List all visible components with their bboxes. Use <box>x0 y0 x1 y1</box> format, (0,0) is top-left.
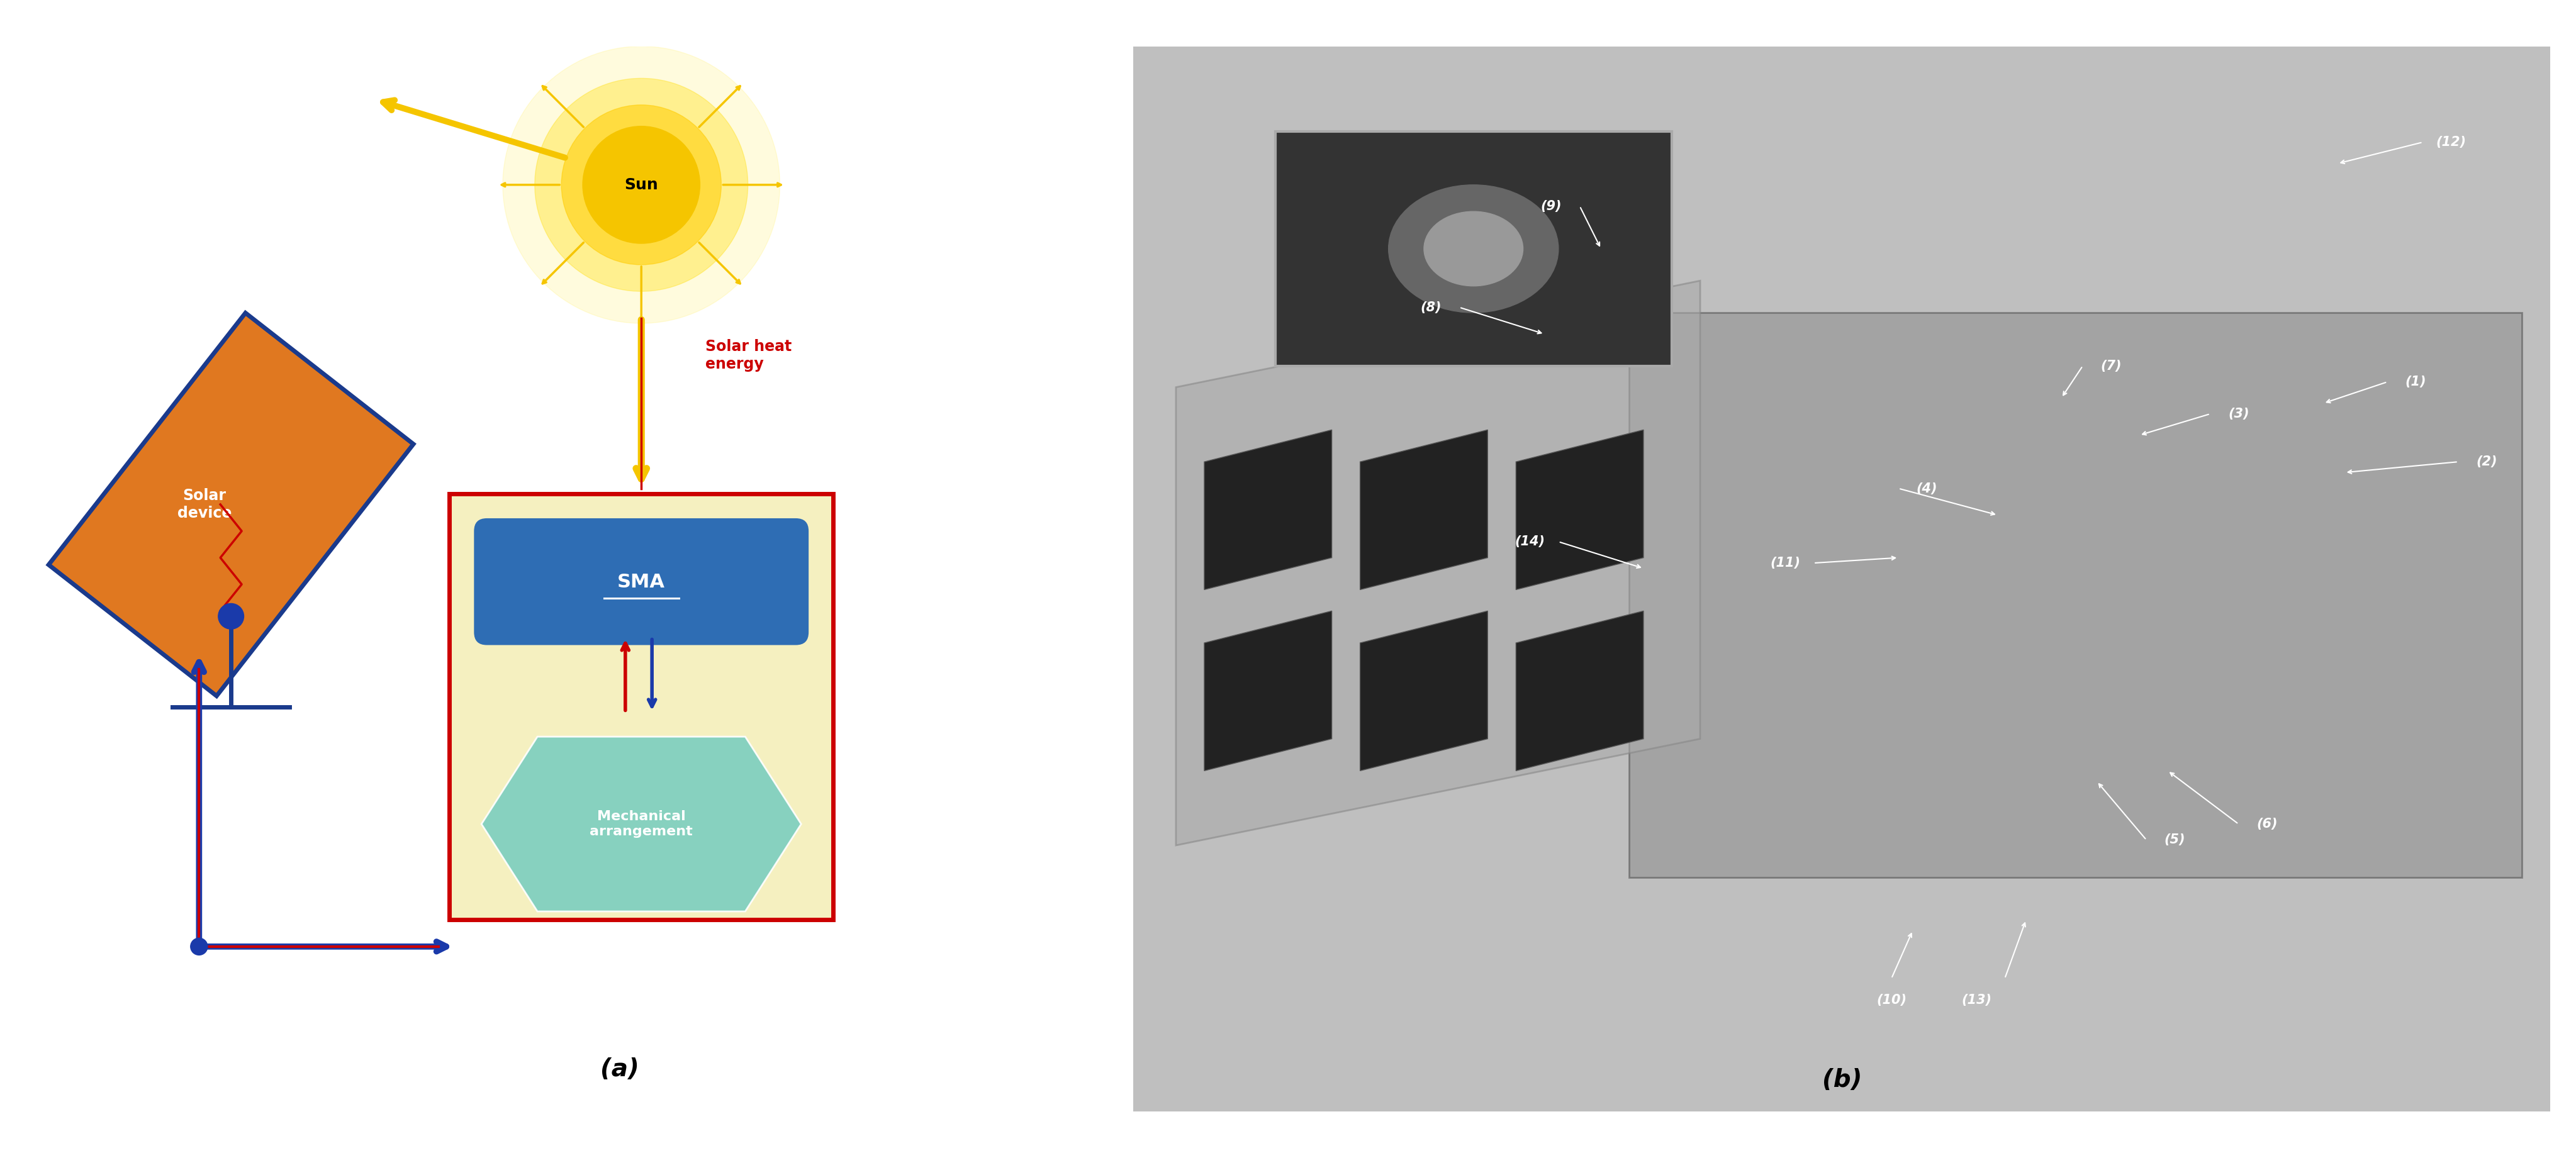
Bar <box>1275 132 1672 366</box>
Text: (a): (a) <box>600 1057 639 1082</box>
Text: Mechanical
arrangement: Mechanical arrangement <box>590 811 693 837</box>
Text: (10): (10) <box>1875 994 1906 1006</box>
Polygon shape <box>1360 430 1486 589</box>
Text: Solar heat
energy: Solar heat energy <box>706 339 791 372</box>
Text: (1): (1) <box>2406 375 2427 388</box>
Circle shape <box>536 79 747 292</box>
Text: (9): (9) <box>1540 200 1561 212</box>
Circle shape <box>562 105 721 265</box>
Polygon shape <box>1515 430 1643 589</box>
Text: (3): (3) <box>2228 408 2249 420</box>
Text: (4): (4) <box>1917 482 1937 494</box>
Text: (13): (13) <box>1960 994 1991 1006</box>
Circle shape <box>582 126 701 243</box>
Polygon shape <box>1203 611 1332 771</box>
Polygon shape <box>482 736 801 911</box>
Circle shape <box>191 938 209 955</box>
Text: (7): (7) <box>2099 360 2123 372</box>
Bar <box>448 493 832 919</box>
Polygon shape <box>1175 280 1700 845</box>
Circle shape <box>502 46 781 323</box>
Text: (14): (14) <box>1515 535 1546 548</box>
Text: Sun: Sun <box>623 177 659 192</box>
Text: (8): (8) <box>1419 301 1443 314</box>
Polygon shape <box>1628 313 2522 878</box>
Circle shape <box>1425 212 1522 286</box>
Circle shape <box>219 603 245 629</box>
Text: (b): (b) <box>1821 1068 1862 1092</box>
Text: (2): (2) <box>2476 455 2496 468</box>
Text: (6): (6) <box>2257 818 2277 830</box>
Polygon shape <box>1203 430 1332 589</box>
Text: (5): (5) <box>2164 834 2184 846</box>
Polygon shape <box>1515 611 1643 771</box>
Text: (11): (11) <box>1770 557 1801 570</box>
Bar <box>49 313 412 696</box>
Circle shape <box>1388 185 1558 313</box>
Polygon shape <box>1360 611 1486 771</box>
Text: (12): (12) <box>2437 135 2465 148</box>
Text: Solar
device: Solar device <box>178 489 232 521</box>
FancyBboxPatch shape <box>474 519 809 645</box>
Text: SMA: SMA <box>618 573 665 592</box>
